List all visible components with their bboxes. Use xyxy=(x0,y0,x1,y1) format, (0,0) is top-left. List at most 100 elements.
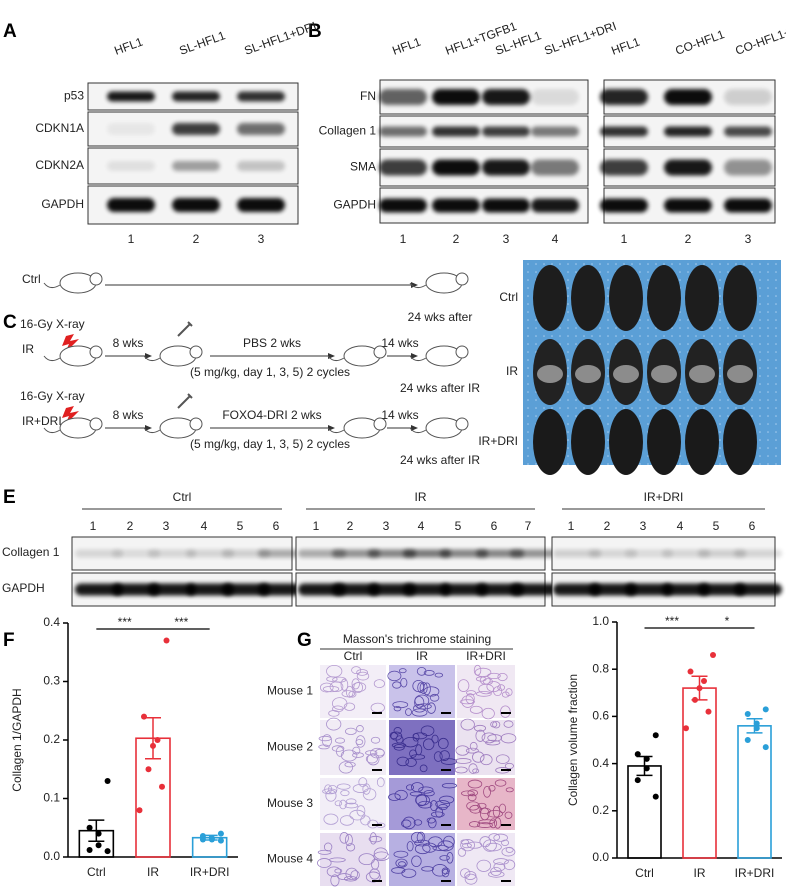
mat-dot xyxy=(743,335,745,337)
lane-number: 4 xyxy=(418,519,425,533)
band xyxy=(432,126,480,137)
alveolus xyxy=(388,793,401,801)
regimen-label: (5 mg/kg, day 1, 3, 5) 2 cycles xyxy=(190,437,350,451)
mat-dot xyxy=(567,455,569,457)
mat-dot xyxy=(767,327,769,329)
mat-dot xyxy=(567,287,569,289)
alveolus xyxy=(402,816,416,830)
alveolus xyxy=(455,745,470,756)
mat-dot xyxy=(719,303,721,305)
error-bar xyxy=(145,717,161,760)
mat-dot xyxy=(535,271,537,273)
mat-dot xyxy=(767,287,769,289)
alveolus xyxy=(440,758,458,765)
mouse-in-photo xyxy=(685,409,719,475)
band xyxy=(510,583,558,596)
lane-number: 3 xyxy=(640,519,647,533)
mat-dot xyxy=(607,391,609,393)
histology-image xyxy=(457,778,515,830)
lane-number: 1 xyxy=(90,519,97,533)
alveolus xyxy=(327,785,338,794)
band xyxy=(553,549,601,558)
alveolus xyxy=(475,729,486,742)
mat-dot xyxy=(559,407,561,409)
mouse-tail xyxy=(143,355,161,362)
mat-dot xyxy=(775,263,777,265)
band xyxy=(724,126,772,137)
row-label: IR+DRI xyxy=(478,434,518,448)
mat-dot xyxy=(679,463,681,465)
mat-dot xyxy=(679,399,681,401)
mat-dot xyxy=(599,271,601,273)
mouse-head xyxy=(89,417,103,431)
mat-dot xyxy=(615,407,617,409)
data-point xyxy=(217,830,224,837)
mat-dot xyxy=(607,327,609,329)
arrow-head xyxy=(411,353,418,359)
alveolus xyxy=(318,735,332,742)
alveolus xyxy=(411,708,428,717)
row-label: IR xyxy=(506,364,518,378)
mat-dot xyxy=(775,375,777,377)
alveolus xyxy=(334,868,343,874)
alveolus xyxy=(398,861,406,867)
alveolus xyxy=(483,785,491,798)
mat-dot xyxy=(775,367,777,369)
alveolus xyxy=(501,847,516,857)
alveolus xyxy=(345,727,357,735)
alveolus xyxy=(501,839,509,847)
mat-dot xyxy=(719,431,721,433)
data-point xyxy=(753,720,760,727)
mat-dot xyxy=(527,295,529,297)
mat-dot xyxy=(775,439,777,441)
lane-number: 1 xyxy=(128,232,135,246)
mat-dot xyxy=(559,335,561,337)
alveolus xyxy=(351,666,362,674)
band xyxy=(531,126,579,137)
mat-dot xyxy=(575,399,577,401)
alveolus xyxy=(352,752,364,758)
band xyxy=(589,549,637,558)
mat-dot xyxy=(719,423,721,425)
band xyxy=(724,159,772,176)
mat-dot xyxy=(527,319,529,321)
mouse-in-photo xyxy=(723,409,757,475)
mat-dot xyxy=(647,407,649,409)
mouse-tail xyxy=(327,427,345,434)
mat-dot xyxy=(751,271,753,273)
alveolus xyxy=(473,664,482,676)
mat-dot xyxy=(767,359,769,361)
histology-image xyxy=(320,720,386,775)
band xyxy=(112,583,160,596)
mat-dot xyxy=(607,447,609,449)
mat-dot xyxy=(775,287,777,289)
mat-dot xyxy=(615,263,617,265)
mat-dot xyxy=(607,455,609,457)
mat-dot xyxy=(567,415,569,417)
significance-label: * xyxy=(725,614,730,628)
data-point xyxy=(145,766,152,773)
mat-dot xyxy=(687,271,689,273)
mat-dot xyxy=(607,383,609,385)
data-point xyxy=(643,765,650,772)
mat-dot xyxy=(775,447,777,449)
mat-dot xyxy=(623,263,625,265)
mat-dot xyxy=(759,263,761,265)
mat-dot xyxy=(615,327,617,329)
data-point xyxy=(141,713,147,720)
mat-dot xyxy=(775,271,777,273)
band xyxy=(237,123,285,135)
alveolus xyxy=(336,783,351,790)
mat-dot xyxy=(687,343,689,345)
mat-dot xyxy=(535,415,537,417)
mat-dot xyxy=(607,335,609,337)
alveolus xyxy=(365,871,381,883)
mat-dot xyxy=(767,383,769,385)
mat-dot xyxy=(767,447,769,449)
mat-dot xyxy=(671,335,673,337)
mat-dot xyxy=(567,407,569,409)
alveolus xyxy=(500,733,517,744)
irradiated-patch xyxy=(727,365,753,383)
alveolus xyxy=(401,819,412,828)
